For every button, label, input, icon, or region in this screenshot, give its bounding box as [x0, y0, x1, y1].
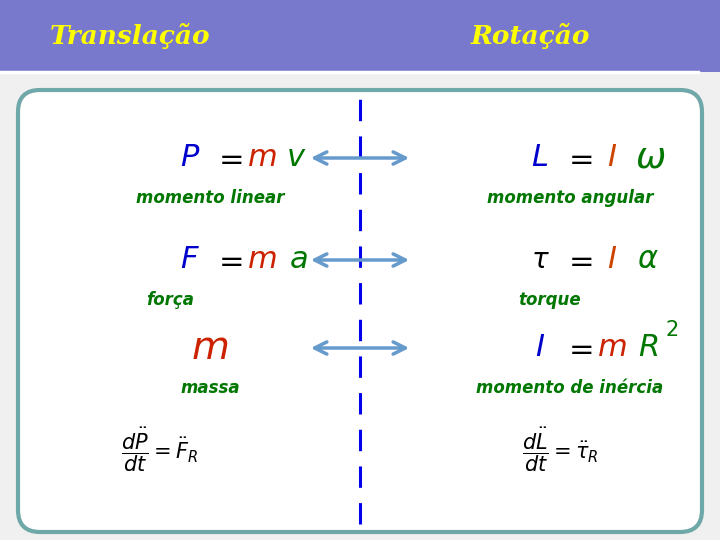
- Text: Translação: Translação: [50, 23, 210, 49]
- Text: torque: torque: [518, 291, 581, 309]
- Text: $L$: $L$: [531, 144, 549, 172]
- Text: $v$: $v$: [286, 144, 306, 172]
- Text: momento de inércia: momento de inércia: [477, 379, 664, 397]
- Text: $F$: $F$: [180, 246, 200, 274]
- Text: $I$: $I$: [607, 144, 617, 172]
- Text: $=$: $=$: [563, 246, 593, 274]
- FancyBboxPatch shape: [0, 0, 720, 72]
- Text: momento linear: momento linear: [136, 189, 284, 207]
- Text: Rotação: Rotação: [470, 23, 590, 49]
- Text: $=$: $=$: [213, 144, 243, 172]
- Text: $I$: $I$: [607, 246, 617, 274]
- Text: $m$: $m$: [247, 144, 276, 172]
- Text: $\omega$: $\omega$: [634, 141, 665, 175]
- Text: momento angular: momento angular: [487, 189, 653, 207]
- Text: $I$: $I$: [535, 334, 545, 362]
- Text: $\tau$: $\tau$: [531, 246, 549, 274]
- Text: $\dfrac{d\ddot{L}}{dt} = \ddot{\tau}_R$: $\dfrac{d\ddot{L}}{dt} = \ddot{\tau}_R$: [522, 426, 598, 474]
- Text: $a$: $a$: [289, 246, 307, 274]
- Text: $m$: $m$: [597, 334, 627, 362]
- Text: $=$: $=$: [563, 334, 593, 362]
- Text: força: força: [146, 291, 194, 309]
- Text: $\dfrac{d\ddot{P}}{dt} = \ddot{F}_R$: $\dfrac{d\ddot{P}}{dt} = \ddot{F}_R$: [122, 426, 199, 474]
- Text: $P$: $P$: [180, 144, 200, 172]
- Text: $2$: $2$: [665, 320, 678, 340]
- Text: $=$: $=$: [563, 144, 593, 172]
- Text: $R$: $R$: [638, 334, 658, 362]
- Text: $m$: $m$: [247, 246, 276, 274]
- Text: $\alpha$: $\alpha$: [637, 246, 659, 274]
- Text: $m$: $m$: [192, 329, 229, 367]
- Text: $=$: $=$: [213, 246, 243, 274]
- FancyBboxPatch shape: [18, 90, 702, 532]
- Text: massa: massa: [180, 379, 240, 397]
